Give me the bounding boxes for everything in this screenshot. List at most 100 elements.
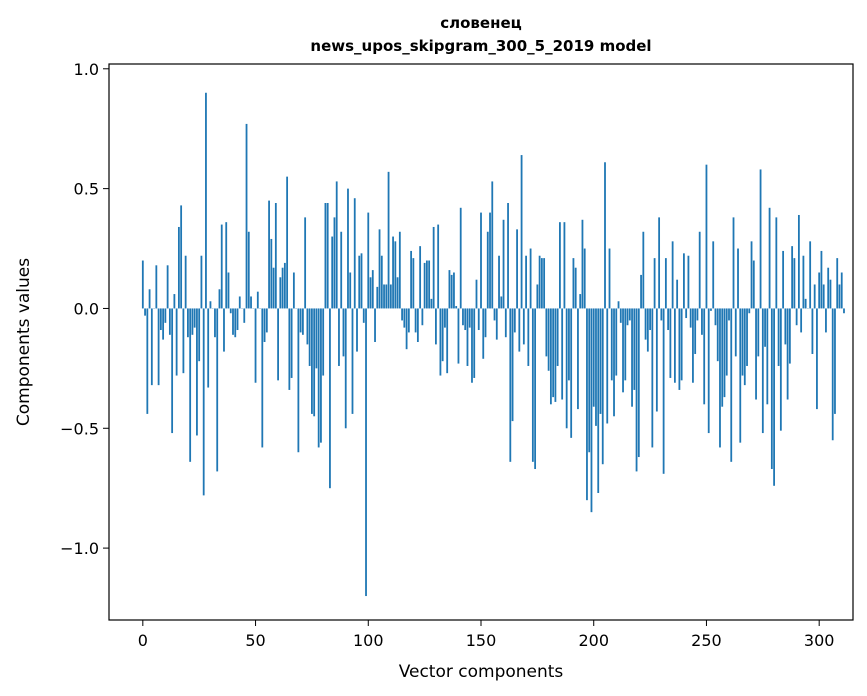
bar-75 [311, 308, 313, 414]
bar-277 [766, 308, 769, 405]
bar-94 [353, 198, 356, 309]
bar-181 [549, 308, 552, 405]
bar-123 [419, 246, 422, 309]
bar-21 [189, 308, 192, 462]
y-axis-label: Components values [14, 258, 34, 426]
bar-196 [583, 248, 586, 309]
bar-130 [435, 308, 437, 345]
bar-249 [703, 308, 706, 405]
bar-135 [446, 308, 449, 374]
bar-6 [155, 265, 158, 309]
bar-45 [243, 308, 246, 323]
bar-20 [187, 308, 189, 338]
bar-193 [577, 308, 579, 410]
bar-306 [831, 308, 834, 441]
bar-290 [795, 308, 798, 326]
bar-184 [556, 308, 559, 366]
bar-220 [637, 308, 640, 458]
bar-207 [608, 248, 611, 309]
bar-41 [234, 308, 237, 338]
bar-252 [710, 308, 712, 311]
bar-180 [547, 308, 550, 371]
bar-113 [396, 277, 399, 309]
bar-223 [644, 308, 647, 340]
bar-43 [238, 296, 241, 309]
bar-293 [802, 255, 805, 309]
bar-224 [646, 308, 649, 352]
bar-254 [714, 308, 717, 326]
bar-9 [162, 308, 165, 340]
bar-212 [619, 308, 622, 323]
bar-176 [538, 255, 541, 309]
bar-137 [450, 274, 453, 309]
bar-112 [394, 241, 397, 309]
bar-231 [662, 308, 665, 474]
bar-280 [773, 308, 775, 486]
bar-142 [462, 308, 464, 326]
bar-59 [274, 203, 277, 309]
bar-302 [822, 284, 825, 309]
bar-63 [283, 262, 286, 309]
y-tick-label-3: 0.5 [74, 180, 99, 199]
bar-289 [793, 258, 796, 309]
bar-129 [432, 226, 435, 309]
bar-175 [536, 284, 539, 309]
bars-group [141, 92, 845, 597]
bar-310 [840, 272, 843, 309]
bar-276 [764, 308, 766, 347]
chart-title-line-2: news_upos_skipgram_300_5_2019 model [310, 37, 651, 55]
bar-189 [568, 308, 570, 381]
bar-116 [403, 308, 406, 328]
bar-235 [671, 241, 674, 309]
bar-171 [527, 308, 530, 366]
bar-56 [268, 200, 270, 309]
bar-264 [737, 248, 739, 309]
bar-272 [755, 308, 757, 400]
bar-209 [613, 308, 615, 417]
bar-204 [601, 308, 604, 465]
bar-39 [229, 308, 232, 314]
bar-46 [245, 123, 248, 309]
bar-118 [407, 308, 410, 333]
bar-298 [813, 284, 816, 309]
y-tick-label-0: −1.0 [60, 539, 99, 558]
bar-205 [604, 162, 606, 309]
bar-86 [335, 181, 338, 309]
bar-215 [626, 308, 629, 326]
bar-232 [664, 258, 667, 309]
bar-304 [827, 267, 830, 309]
bar-288 [791, 246, 794, 309]
y-tick-label-2: 0.0 [74, 299, 99, 318]
bar-226 [651, 308, 654, 448]
bar-13 [171, 308, 174, 434]
bar-159 [500, 296, 503, 309]
x-tick-label-150: 150 [466, 631, 497, 650]
bar-89 [342, 308, 345, 357]
bar-32 [214, 308, 216, 338]
bar-140 [457, 308, 460, 364]
bar-139 [455, 306, 458, 309]
bar-221 [640, 274, 642, 309]
bar-191 [572, 258, 575, 309]
bar-82 [326, 203, 329, 309]
bar-47 [247, 231, 250, 309]
bar-64 [286, 176, 289, 309]
bar-26 [200, 255, 203, 309]
bar-125 [423, 262, 426, 309]
bar-163 [509, 308, 512, 462]
bar-72 [304, 217, 307, 309]
bar-11 [166, 265, 169, 309]
bar-121 [414, 308, 417, 333]
bar-255 [716, 308, 719, 362]
bar-237 [676, 279, 679, 309]
bar-120 [412, 258, 415, 309]
bar-38 [227, 272, 230, 309]
bar-291 [797, 214, 800, 309]
bar-202 [597, 308, 600, 493]
bar-164 [511, 308, 514, 422]
bar-284 [782, 250, 785, 309]
bar-187 [563, 222, 566, 309]
x-axis-ticks: 0 50 100 150 200 250 300 [138, 620, 834, 650]
bar-30 [209, 301, 212, 309]
bar-17 [180, 205, 183, 309]
